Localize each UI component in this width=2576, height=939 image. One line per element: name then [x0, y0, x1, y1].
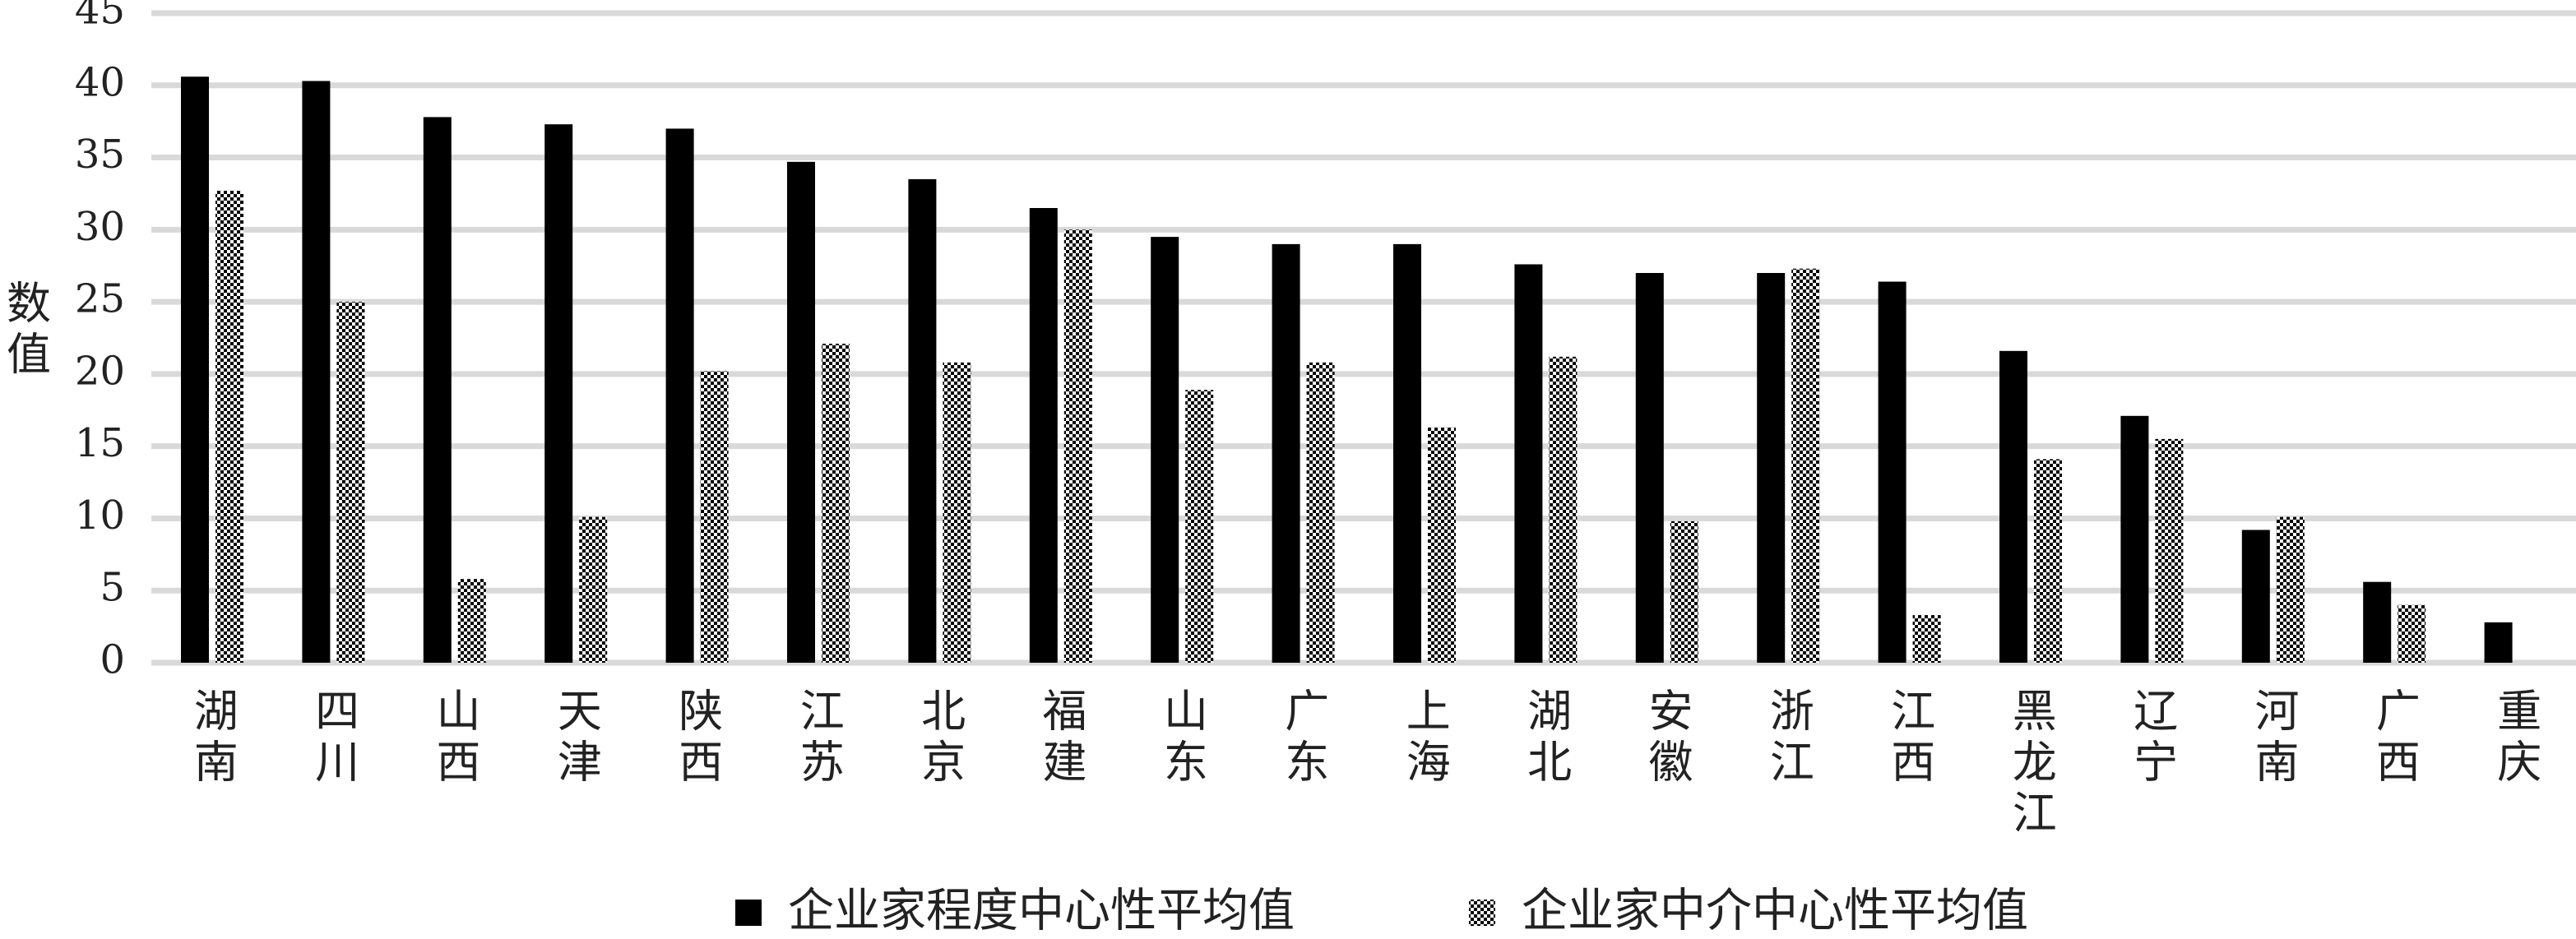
- bar: [544, 124, 573, 663]
- y-axis-label: 数值: [0, 280, 51, 382]
- bar: [1428, 427, 1456, 663]
- y-tick-label: 15: [75, 420, 125, 466]
- x-tick-label: 广西: [2368, 687, 2420, 789]
- x-tick-label: 江西: [1883, 687, 1935, 789]
- x-tick-label: 山东: [1156, 687, 1207, 789]
- bar: [1063, 229, 1092, 663]
- bar: [2398, 604, 2426, 663]
- bar: [1878, 281, 1907, 663]
- bar: [2363, 581, 2392, 663]
- bar: [1757, 273, 1786, 663]
- bar: [2276, 516, 2305, 663]
- legend-swatch: [735, 900, 762, 926]
- bar: [1272, 243, 1300, 663]
- legend-label: 企业家程度中心性平均值: [788, 885, 1295, 938]
- x-tick-label: 福建: [1035, 687, 1086, 789]
- bar: [943, 362, 971, 663]
- bar: [2155, 438, 2184, 663]
- y-tick-label: 5: [100, 565, 125, 611]
- x-tick-label: 广东: [1277, 687, 1329, 789]
- bar: [423, 117, 452, 663]
- bar: [1185, 390, 1214, 663]
- x-tick-label: 江苏: [792, 687, 844, 789]
- y-tick-label: 35: [75, 132, 125, 178]
- bar: [302, 81, 331, 663]
- bar: [1670, 520, 1698, 663]
- x-tick-label: 黑龙江: [2004, 687, 2056, 840]
- x-tick-label: 湖南: [186, 687, 238, 789]
- x-tick-label: 陕西: [671, 687, 723, 789]
- bar: [1912, 615, 1941, 663]
- legend-label: 企业家中介中心性平均值: [1522, 885, 2028, 938]
- bar: [2120, 415, 2149, 663]
- bar: [1999, 350, 2027, 663]
- bar: [700, 371, 729, 663]
- y-tick-label: 40: [75, 59, 125, 105]
- x-tick-label: 重庆: [2490, 687, 2541, 789]
- bar: [457, 579, 486, 663]
- bar: [1306, 362, 1335, 663]
- bar: [2034, 459, 2062, 663]
- y-tick-label: 0: [100, 637, 125, 683]
- x-tick-label: 上海: [1398, 687, 1450, 789]
- bar: [665, 128, 694, 663]
- x-tick-label: 辽宁: [2126, 687, 2178, 789]
- bar: [787, 161, 815, 664]
- y-tick-label: 10: [75, 493, 125, 539]
- y-tick-label: 30: [75, 204, 125, 250]
- legend-swatch: [1469, 900, 1495, 926]
- x-tick-label: 安徽: [1641, 687, 1693, 789]
- y-tick-label: 20: [75, 348, 125, 394]
- bar: [2484, 622, 2513, 663]
- bar: [1029, 208, 1058, 663]
- bar: [1151, 237, 1179, 664]
- x-tick-label: 四川: [308, 687, 359, 789]
- bar: [1549, 356, 1578, 663]
- y-tick-label: 25: [75, 276, 125, 322]
- bar: [908, 178, 937, 663]
- x-tick-label: 湖北: [1520, 687, 1572, 789]
- bar: [2241, 530, 2270, 663]
- bar: [1791, 268, 1820, 663]
- bar: [336, 302, 365, 663]
- bar: [1514, 264, 1543, 663]
- y-tick-label: 45: [75, 0, 125, 34]
- x-tick-label: 河南: [2247, 687, 2299, 789]
- x-tick-label: 天津: [549, 687, 601, 789]
- bar: [1393, 243, 1421, 663]
- x-tick-label: 北京: [914, 687, 966, 789]
- bar: [215, 190, 243, 663]
- x-tick-label: 山西: [429, 687, 480, 789]
- bar: [822, 344, 850, 663]
- bar: [579, 516, 608, 663]
- bar: [181, 76, 209, 663]
- x-tick-label: 浙江: [1762, 687, 1814, 789]
- bar: [1635, 273, 1664, 663]
